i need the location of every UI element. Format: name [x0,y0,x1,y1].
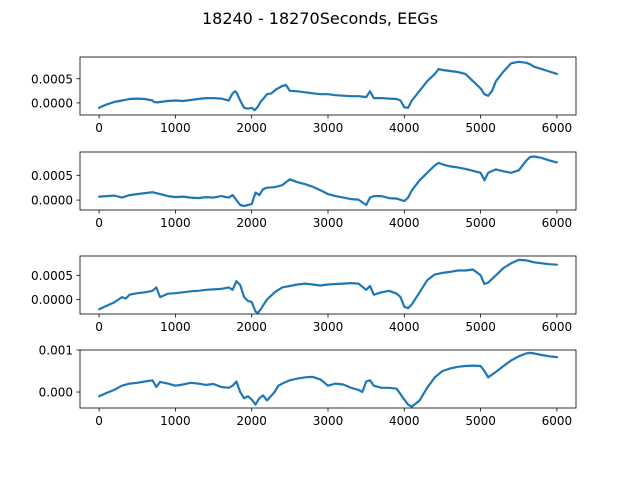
series-line-4-1 [98,351,558,408]
y-tick-label: 0.001 [39,344,73,358]
y-tick-label: 0.0005 [31,72,73,86]
x-tick-label: 6000 [542,121,573,135]
x-tick-label: 0 [95,216,103,230]
y-tick-label: 0.0000 [31,96,73,110]
x-tick-label: 5000 [465,216,496,230]
x-tick-label: 4000 [389,121,420,135]
series-line-3-1 [98,258,558,315]
x-tick-label: 1000 [160,216,191,230]
x-tick-label: 2000 [236,121,267,135]
x-tick-label: 3000 [313,320,344,334]
x-tick-label: 6000 [542,216,573,230]
x-tick-label: 4000 [389,216,420,230]
x-tick-label: 2000 [236,216,267,230]
series-line-1-1 [98,60,558,112]
subplot-1: 0 1000 2000 3000 4000 5000 6000 0.0000 0.0005 [31,56,577,135]
y-tick-label: 0.0000 [31,194,73,208]
y-tick-label: 0.0005 [31,269,73,283]
x-tick-label: 4000 [389,414,420,428]
x-tick-label: 6000 [542,414,573,428]
series-line-2-1 [98,155,558,208]
x-tick-label: 1000 [160,121,191,135]
x-tick-label: 0 [95,121,103,135]
y-tick-label: 0.000 [39,386,73,400]
subplot-4: 0 1000 2000 3000 4000 5000 6000 0.000 0.001 [39,344,577,428]
x-tick-label: 5000 [465,121,496,135]
x-tick-label: 5000 [465,320,496,334]
subplot-3: 0 1000 2000 3000 4000 5000 6000 0.0000 0.0005 [31,255,577,334]
axes-frame [79,56,577,116]
x-tick-label: 0 [95,414,103,428]
x-tick-label: 0 [95,320,103,334]
x-tick-label: 1000 [160,414,191,428]
y-tick-label: 0.0005 [31,169,73,183]
x-tick-label: 4000 [389,320,420,334]
x-tick-label: 6000 [542,320,573,334]
x-tick-label: 3000 [313,414,344,428]
x-tick-label: 5000 [465,414,496,428]
x-tick-label: 2000 [236,320,267,334]
axes-frame [79,349,577,409]
subplot-2: 0 1000 2000 3000 4000 5000 6000 0.0000 0.0005 [31,151,577,230]
x-tick-label: 3000 [313,216,344,230]
x-tick-label: 1000 [160,320,191,334]
x-tick-label: 3000 [313,121,344,135]
x-tick-label: 2000 [236,414,267,428]
figure-title: 18240 - 18270Seconds, EEGs [202,9,438,28]
axes-frame [79,151,577,211]
y-tick-label: 0.0000 [31,293,73,307]
